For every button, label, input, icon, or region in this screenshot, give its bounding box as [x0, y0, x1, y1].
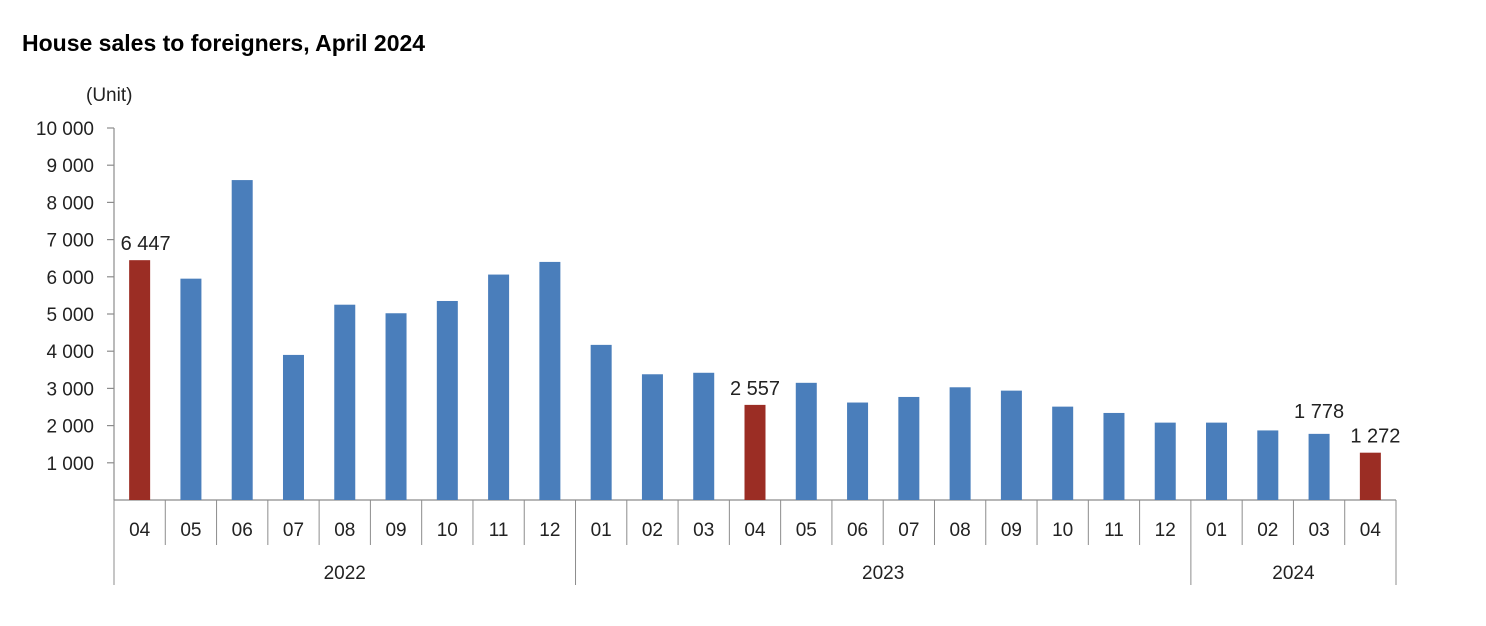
data-label: 1 778	[1294, 401, 1344, 423]
bar-7	[488, 274, 510, 500]
data-label: 6 447	[121, 233, 171, 255]
bar-13	[795, 382, 817, 500]
bar-18	[1052, 406, 1074, 500]
year-label-2023: 2023	[862, 563, 904, 584]
x-tick-label: 10	[1052, 520, 1073, 541]
bar-22	[1257, 430, 1279, 500]
bar-11	[693, 372, 715, 500]
y-tick-label: 6 000	[46, 268, 94, 289]
x-tick-label: 01	[591, 520, 612, 541]
bar-12	[744, 404, 766, 500]
x-tick-label: 08	[334, 520, 355, 541]
x-tick-label: 02	[1257, 520, 1278, 541]
y-tick-label: 7 000	[46, 231, 94, 252]
x-tick-label: 04	[744, 520, 766, 541]
bar-14	[847, 402, 869, 500]
y-tick-label: 10 000	[36, 119, 94, 140]
x-tick-label: 06	[847, 520, 868, 541]
y-tick-label: 1 000	[46, 454, 94, 475]
bar-23	[1308, 433, 1330, 500]
unit-label: (Unit)	[86, 85, 132, 106]
bar-15	[898, 396, 920, 500]
x-tick-label: 07	[283, 520, 304, 541]
x-tick-label: 09	[385, 520, 406, 541]
bar-21	[1206, 422, 1228, 500]
bar-10	[641, 374, 663, 500]
y-tick-label: 5 000	[46, 305, 94, 326]
data-label: 1 272	[1350, 426, 1400, 448]
bar-6	[436, 300, 458, 500]
year-label-2022: 2022	[324, 563, 366, 584]
bar-24	[1359, 452, 1381, 500]
y-tick-label: 8 000	[46, 193, 94, 214]
y-tick-label: 3 000	[46, 379, 94, 400]
labels: (Unit) 1 000 2 000 3 000 4 000 5 000 6 000 7 00…	[36, 85, 1401, 584]
bar-20	[1154, 422, 1176, 500]
chart-title: House sales to foreigners, April 2024	[22, 30, 426, 56]
x-tick-label: 12	[539, 520, 560, 541]
x-tick-label: 09	[1001, 520, 1022, 541]
bar-19	[1103, 412, 1125, 500]
bar-9	[590, 344, 612, 500]
bar-1	[180, 278, 202, 500]
bar-2	[231, 180, 253, 500]
y-tick-label: 9 000	[46, 156, 94, 177]
bar-5	[385, 313, 407, 500]
bar-4	[334, 304, 356, 500]
bar-16	[949, 387, 971, 500]
bar-17	[1000, 390, 1022, 500]
x-tick-label: 03	[693, 520, 714, 541]
x-tick-label: 04	[129, 520, 151, 541]
x-tick-label: 07	[898, 520, 919, 541]
bar-8	[539, 261, 561, 500]
x-tick-label: 11	[1104, 520, 1124, 541]
x-tick-label: 01	[1206, 520, 1227, 541]
x-tick-label: 10	[437, 520, 458, 541]
year-label-2024: 2024	[1272, 563, 1315, 584]
bar-3	[282, 354, 304, 500]
x-tick-label: 08	[950, 520, 971, 541]
data-label: 2 557	[730, 378, 780, 400]
x-tick-label: 04	[1360, 520, 1382, 541]
x-tick-label: 05	[796, 520, 817, 541]
x-tick-label: 12	[1155, 520, 1176, 541]
x-tick-label: 02	[642, 520, 663, 541]
y-tick-label: 4 000	[46, 342, 94, 363]
y-tick-label: 2 000	[46, 417, 94, 438]
x-tick-label: 11	[489, 520, 509, 541]
bar-0	[129, 260, 151, 500]
bars	[129, 180, 1381, 500]
x-tick-label: 06	[232, 520, 253, 541]
x-tick-label: 05	[180, 520, 201, 541]
x-tick-label: 03	[1309, 520, 1330, 541]
